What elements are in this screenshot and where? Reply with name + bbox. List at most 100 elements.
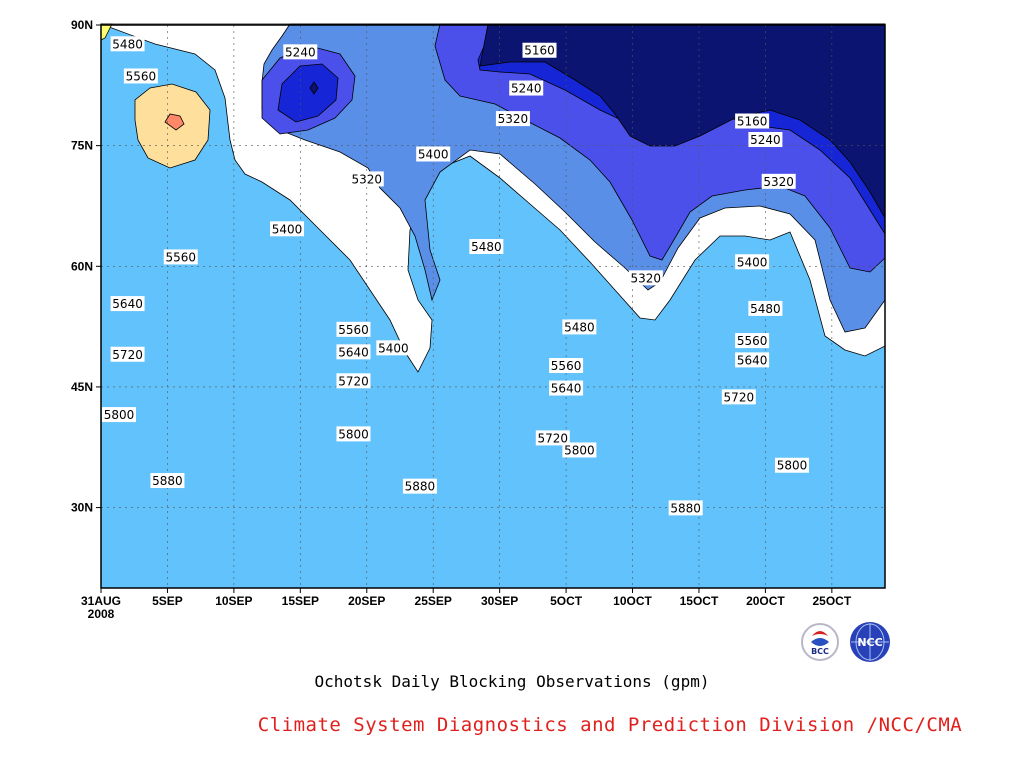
contour-label-text: 5640 [338,345,369,359]
x-tick-label: 15OCT [680,594,719,608]
contour-label-bg [735,254,770,270]
contour-label-bg [562,442,597,458]
x-tick-label: 15SEP [282,594,319,608]
contour-label-bg [110,36,145,52]
contour-label-bg [123,68,158,84]
contour-label: 5720 [336,373,371,389]
contour-fills [100,23,886,589]
contour-label: 5240 [283,44,318,60]
y-tick-label: 90N [71,18,93,32]
contour-label: 5160 [522,42,557,58]
contour-label-text: 5480 [750,302,781,316]
contour-label-text: 5720 [112,348,143,362]
contour-label: 5560 [336,321,371,337]
chart-title: Ochotsk Daily Blocking Observations (gpm… [314,672,710,691]
ncc-logo-text: NCC [857,636,882,649]
contour-label: 5800 [562,442,597,458]
contour-label-text: 5560 [126,69,157,83]
y-tick-label: 45N [71,380,93,394]
contour-label: 5720 [535,430,570,446]
contour-label: 5640 [549,380,584,396]
contour-label-bg [721,389,756,405]
x-tick-label: 2008 [88,607,115,621]
contour-label-bg [336,426,371,442]
x-tick-label: 5OCT [550,594,583,608]
ncc-logo: NCC [850,622,890,662]
x-tick-label: 10OCT [613,594,652,608]
contour-label-text: 5560 [338,323,369,337]
contour-label-text: 5160 [737,115,768,129]
contour-label: 5160 [735,113,770,129]
contour-label-bg [509,80,544,96]
contour-label-bg [774,457,809,473]
contour-label-text: 5400 [378,341,409,355]
contour-label: 5320 [761,173,796,189]
contour-label: 5640 [336,344,371,360]
contour-label: 5240 [509,80,544,96]
contour-label-bg [748,132,783,148]
contour-labels: 5160 5160 5240 5240 5240 5320 5320 5320 5320 5400… [102,36,809,516]
contour-label: 5720 [110,346,145,362]
contour-label: 5640 [735,352,770,368]
bcc-logo-text: BCC [811,647,829,656]
contour-label-bg [735,333,770,349]
x-tick-label: 30SEP [481,594,518,608]
contour-label-text: 5720 [538,431,569,445]
contour-label-text: 5320 [351,172,382,186]
contour-label-bg [283,44,318,60]
contour-label-bg [163,249,198,265]
y-tick-label: 60N [71,259,93,273]
contour-label-bg [535,430,570,446]
contour-label: 5800 [336,426,371,442]
contour-label-text: 5560 [165,250,196,264]
low-pocket-min [309,81,319,95]
contour-label-bg [336,321,371,337]
contour-label-text: 5800 [564,443,595,457]
contour-label-text: 5640 [737,353,768,367]
x-tick-label: 20OCT [746,594,785,608]
contour-label-text: 5640 [551,382,582,396]
contour-label-text: 5240 [285,45,316,59]
contour-label: 5480 [469,238,504,254]
contour-label-bg [110,296,145,312]
y-tick-label: 30N [71,501,93,515]
contour-label-bg [402,478,437,494]
contour-label: 5800 [774,457,809,473]
contour-label: 5880 [668,500,703,516]
x-tick-label: 25OCT [813,594,852,608]
contour-label: 5560 [735,333,770,349]
contour-label-text: 5800 [777,459,808,473]
contour-label-text: 5400 [418,147,449,161]
x-tick-label: 25SEP [415,594,452,608]
contour-label: 5320 [628,270,663,286]
contour-label-text: 5240 [511,82,542,96]
contour-label: 5640 [110,296,145,312]
contour-label-text: 5880 [670,501,701,515]
plot-frame [100,24,886,589]
contour-label: 5560 [163,249,198,265]
contour-label-text: 5800 [338,427,369,441]
contour-label-text: 5880 [405,480,436,494]
contour-label-text: 5640 [112,297,143,311]
contour-label: 5320 [495,111,530,127]
contour-label-bg [628,270,663,286]
contour-label-bg [522,42,557,58]
contour-label-bg [735,352,770,368]
contour-label-bg [270,221,305,237]
contour-label-bg [735,113,770,129]
contour-label-text: 5400 [272,222,303,236]
contour-label: 5800 [102,407,136,423]
contour-label: 5560 [549,358,584,374]
contour-label-text: 5560 [551,359,582,373]
contour-label-bg [110,346,145,362]
contour-label-text: 5320 [498,112,529,126]
contour-label-bg [416,146,451,162]
contour-label: 5480 [110,36,145,52]
contour-label-bg [376,340,411,356]
logos: BCC NCC [800,620,900,664]
band-lt5160 [479,23,886,220]
y-tick-label: 75N [71,139,93,153]
contour-label-text: 5560 [737,334,768,348]
grid-lines [101,25,885,588]
